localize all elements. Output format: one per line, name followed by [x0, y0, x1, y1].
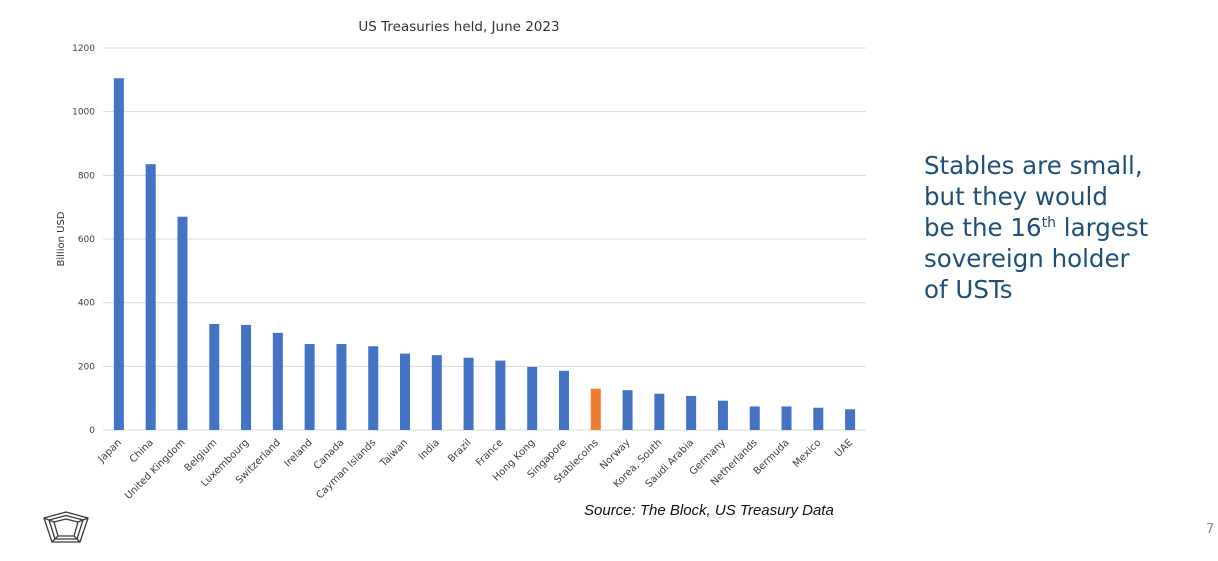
bar-uae — [845, 409, 856, 430]
bar-ireland — [304, 344, 315, 430]
x-category-label: Taiwan — [378, 437, 411, 470]
bar-singapore — [558, 370, 569, 430]
bar-united-kingdom — [177, 216, 188, 430]
bars — [113, 78, 856, 431]
x-category-label: Brazil — [446, 437, 474, 465]
bar-netherlands — [749, 406, 760, 430]
x-category-label: China — [128, 437, 156, 465]
callout-line: but they would — [924, 182, 1108, 211]
y-axis-label: Billion USD — [56, 211, 67, 266]
y-tick-label: 0 — [89, 426, 95, 436]
bar-luxembourg — [241, 324, 252, 430]
bar-germany — [717, 400, 728, 430]
x-category-label: India — [417, 437, 442, 462]
bar-india — [431, 355, 442, 430]
y-tick-label: 1000 — [72, 108, 95, 118]
bar-brazil — [463, 357, 474, 430]
y-tick-label: 600 — [78, 235, 95, 245]
x-category-label: Cayman Islands — [314, 437, 378, 500]
chart-title: US Treasuries held, June 2023 — [358, 19, 559, 35]
bar-stablecoins — [590, 388, 601, 430]
bar-hong-kong — [527, 366, 538, 430]
x-category-label: Mexico — [791, 437, 823, 469]
y-axis-ticks: 0 200 400 600 800 1000 1200 — [72, 44, 95, 436]
callout-text-fragment: largest — [1055, 213, 1149, 242]
bar-japan — [113, 78, 124, 430]
bar-france — [495, 360, 506, 430]
bar-switzerland — [272, 332, 283, 430]
callout-text: Stables are small, but they would be the… — [924, 150, 1214, 305]
bar-china — [145, 164, 156, 431]
x-category-label: Japan — [96, 437, 124, 465]
pentagon-logo-icon — [43, 511, 89, 543]
bar-canada — [336, 344, 347, 430]
bar-bermuda — [781, 406, 792, 430]
callout-line: Stables are small, — [924, 151, 1143, 180]
y-tick-label: 1200 — [72, 44, 95, 54]
source-note: Source: The Block, US Treasury Data — [584, 502, 834, 519]
callout-line: sovereign holder — [924, 244, 1130, 273]
bar-norway — [622, 390, 633, 430]
x-category-label: France — [474, 437, 505, 468]
page-number: 7 — [1206, 522, 1215, 537]
callout-line: be the 16th largest — [924, 212, 1214, 243]
bar-belgium — [209, 323, 220, 430]
bar-taiwan — [400, 353, 411, 430]
us-treasuries-chart: US Treasuries held, June 2023 Billion US… — [56, 19, 866, 500]
bar-saudi-arabia — [686, 395, 697, 430]
y-tick-label: 800 — [78, 171, 95, 181]
bar-korea-south — [654, 393, 665, 430]
ordinal-suffix: th — [1041, 215, 1056, 231]
x-category-label: UAE — [833, 437, 855, 459]
x-category-label: United Kingdom — [123, 437, 188, 500]
callout-line: of USTs — [924, 275, 1013, 304]
bar-mexico — [813, 407, 824, 430]
gridlines — [103, 47, 866, 431]
x-category-label: Ireland — [283, 437, 315, 469]
callout-text-fragment: be the 16 — [924, 213, 1042, 242]
bar-cayman-islands — [368, 346, 379, 430]
y-tick-label: 200 — [78, 362, 95, 372]
y-tick-label: 400 — [78, 299, 95, 309]
